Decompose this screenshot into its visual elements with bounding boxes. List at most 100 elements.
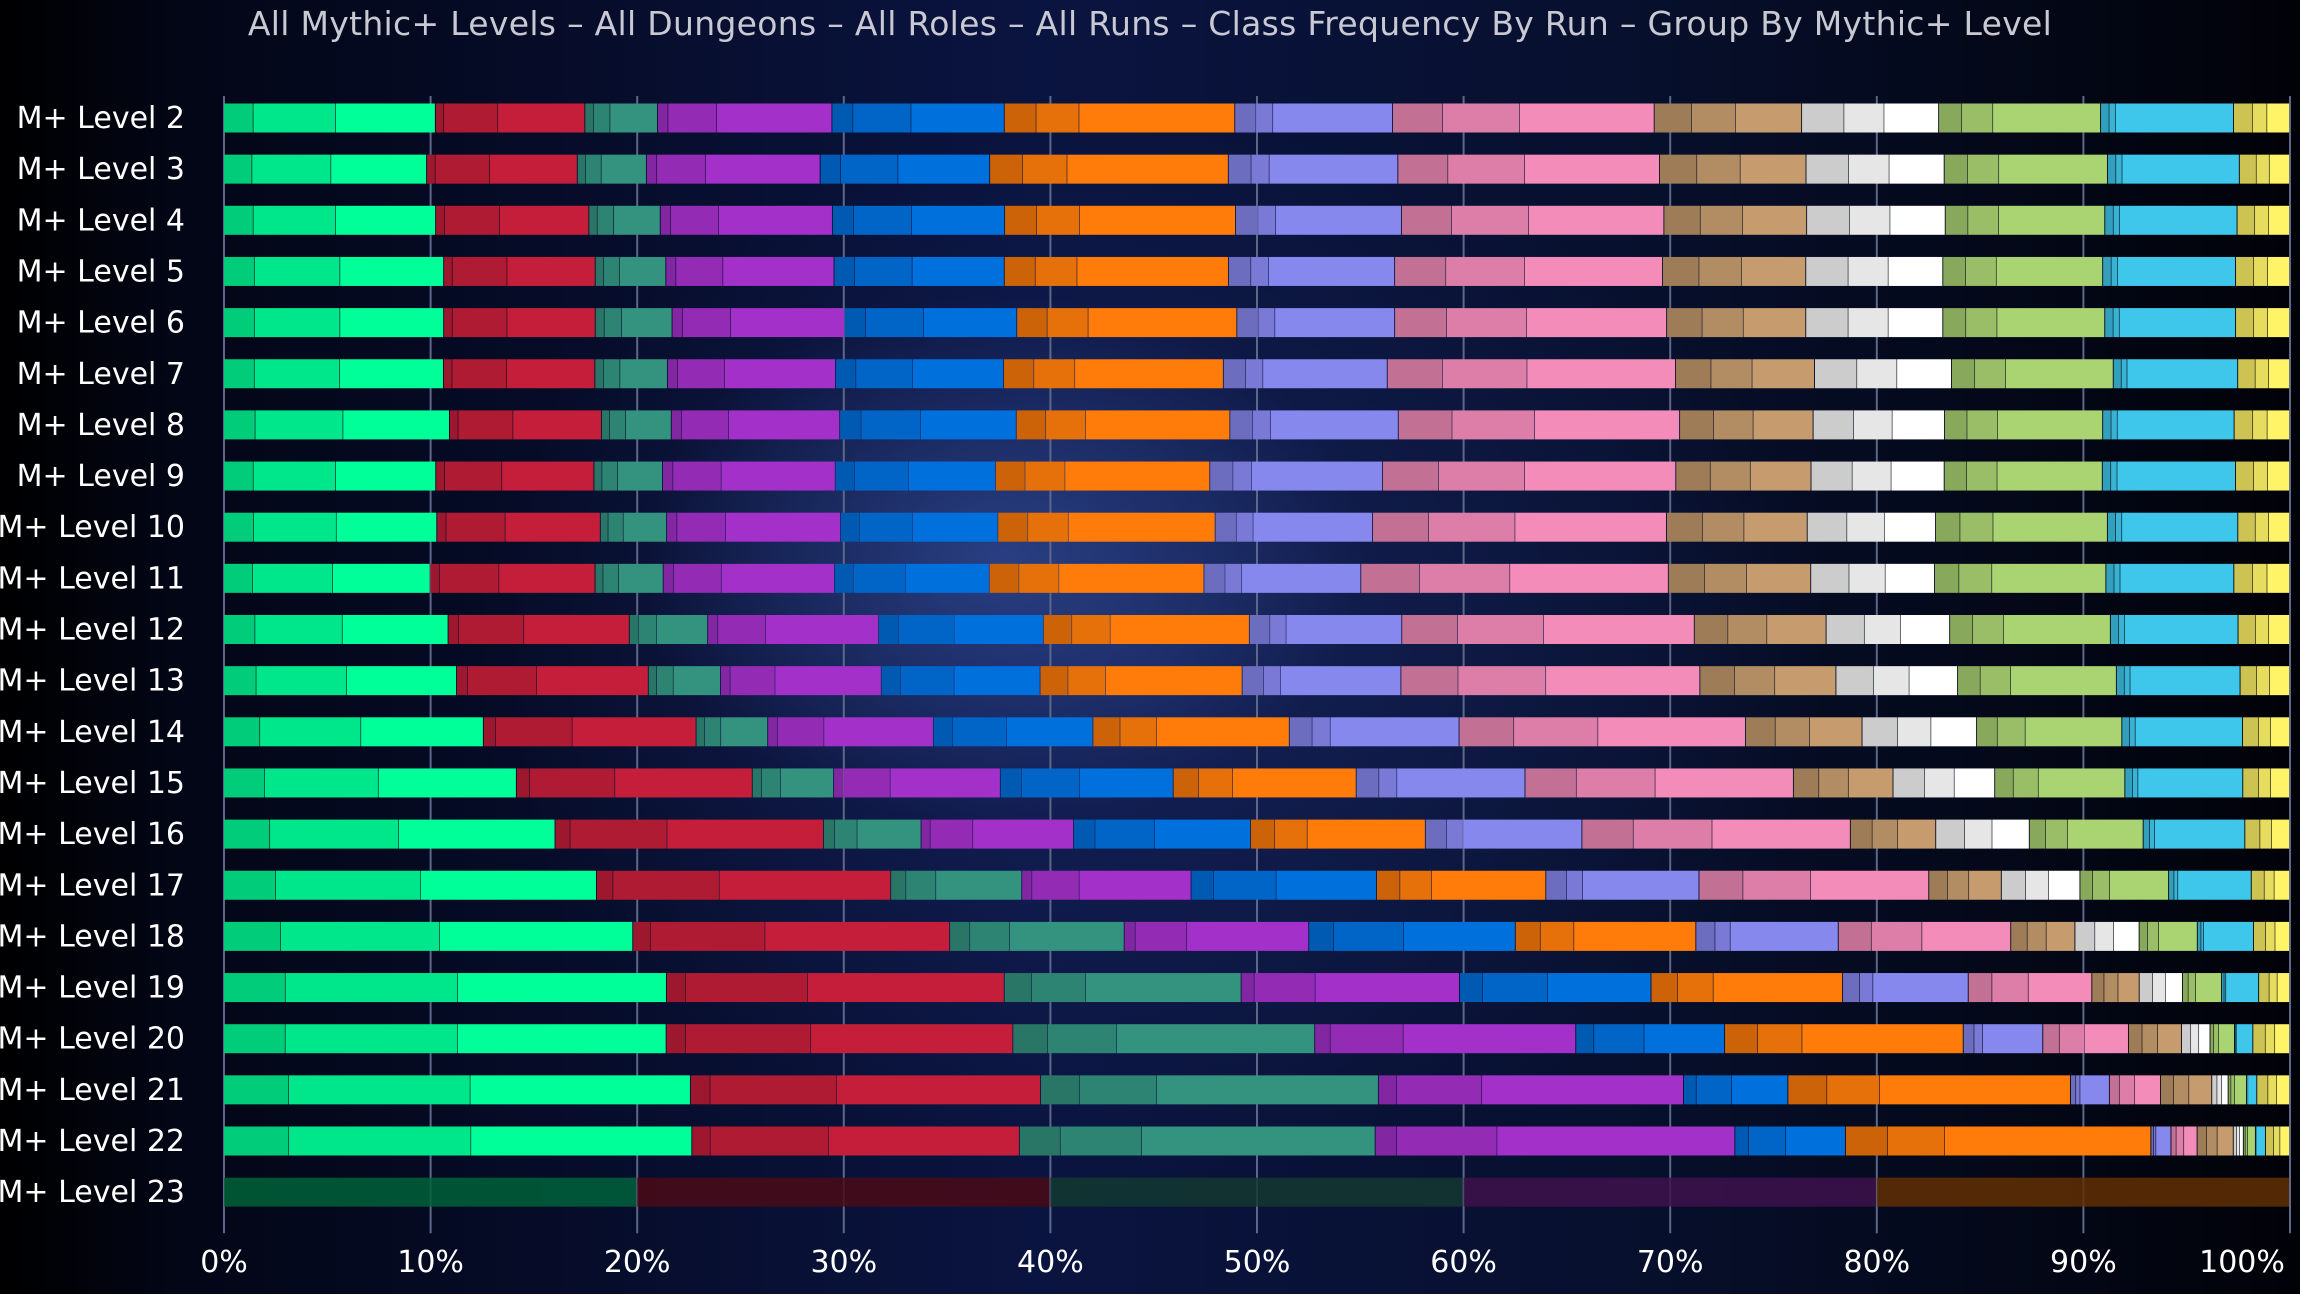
bar-subsegment	[2197, 921, 2201, 951]
bar-subsegment	[2212, 1075, 2217, 1105]
bar-subsegment	[721, 461, 835, 491]
bar-subsegment	[820, 154, 841, 184]
bar-subsegment	[840, 410, 861, 440]
bar-subsegment	[1775, 717, 1810, 747]
bar-subsegment	[1110, 615, 1249, 644]
bar-subsegment	[1330, 1024, 1403, 1054]
x-tick-label: 30%	[810, 1245, 877, 1280]
bar-subsegment	[724, 359, 836, 389]
bar-subsegment	[2025, 717, 2122, 747]
bar-subsegment	[905, 563, 989, 593]
bar-segment-hunter	[2210, 1024, 2235, 1054]
bar-subsegment	[1232, 768, 1356, 798]
bar-segment-warlock	[1696, 921, 1838, 951]
bar-subsegment	[1442, 103, 1520, 133]
bar-subsegment	[1713, 410, 1753, 440]
bar-subsegment	[2118, 615, 2125, 644]
bar-subsegment	[2070, 1075, 2076, 1105]
bar-segment-priest	[2075, 921, 2139, 951]
bar-subsegment	[1847, 512, 1885, 542]
x-tick-label: 80%	[1843, 1245, 1910, 1280]
bar-segment-death_knight	[555, 819, 823, 849]
bar-subsegment	[777, 717, 824, 747]
bar-subsegment	[2256, 154, 2269, 184]
bar-segment-druid	[1093, 717, 1289, 747]
bar-subsegment	[1397, 768, 1525, 798]
bar-subsegment	[1887, 1126, 1945, 1156]
bar-subsegment	[224, 921, 281, 951]
bar-segment-druid	[1040, 666, 1242, 696]
bar-subsegment	[1254, 973, 1315, 1003]
bar-subsegment	[663, 563, 674, 593]
bar-subsegment	[1361, 563, 1420, 593]
bar-segment-demon_hunter	[708, 615, 879, 644]
bar-subsegment	[1307, 819, 1425, 849]
bar-segment-death_knight	[448, 615, 629, 644]
bar-segment-warrior	[1745, 717, 1862, 747]
bar-subsegment	[2258, 768, 2271, 798]
bar-subsegment	[1683, 1075, 1696, 1105]
bar-subsegment	[1850, 819, 1872, 849]
bar-subsegment	[2245, 1126, 2248, 1156]
bar-subsegment	[911, 205, 1005, 235]
bar-subsegment	[1712, 819, 1850, 849]
bar-subsegment	[1442, 359, 1527, 389]
bar-subsegment	[1524, 461, 1676, 491]
bar-subsegment	[1936, 819, 1965, 849]
bar-subsegment	[1524, 256, 1663, 286]
bar-subsegment	[1204, 563, 1225, 593]
bar-subsegment	[1943, 256, 1966, 286]
bar-subsegment	[2154, 819, 2245, 849]
bar-subsegment	[2124, 666, 2130, 696]
bar-segment-rogue	[2243, 768, 2290, 798]
bar-subsegment	[436, 461, 445, 491]
bar-subsegment	[891, 870, 906, 900]
bar-subsegment	[456, 666, 468, 696]
bar-subsegment	[765, 615, 879, 644]
bar-segment-warlock	[1242, 666, 1401, 696]
bar-subsegment	[2158, 1024, 2182, 1054]
bar-subsegment	[335, 205, 436, 235]
bar-subsegment	[1845, 1126, 1888, 1156]
bar-subsegment	[2120, 563, 2234, 593]
bar-subsegment	[1944, 154, 1968, 184]
bar-segment-paladin	[1699, 870, 1929, 900]
bar-subsegment	[622, 308, 672, 338]
bar-subsegment	[2255, 512, 2269, 542]
bar-subsegment	[1251, 461, 1382, 491]
bar-subsegment	[1309, 921, 1334, 951]
bar-subsegment	[1700, 666, 1735, 696]
bar-subsegment	[483, 717, 496, 747]
bar-segment-priest	[1806, 308, 1943, 338]
bar-subsegment	[224, 666, 256, 696]
bar-subsegment	[2242, 717, 2259, 747]
bar-subsegment	[1210, 461, 1233, 491]
bar-subsegment	[378, 768, 516, 798]
bar-subsegment	[2113, 921, 2139, 951]
bar-subsegment	[2269, 615, 2290, 644]
bar-subsegment	[1843, 973, 1860, 1003]
bar-subsegment	[1666, 512, 1702, 542]
bar-subsegment	[2240, 666, 2257, 696]
bar-subsegment	[854, 256, 912, 286]
bar-subsegment	[1116, 1024, 1315, 1054]
bar-subsegment	[682, 308, 731, 338]
bar-subsegment	[1446, 308, 1527, 338]
bar-subsegment	[2109, 103, 2115, 133]
bar-subsegment	[452, 308, 507, 338]
bar-segment-shaman	[834, 256, 1004, 286]
bar-subsegment	[2084, 1024, 2128, 1054]
bar-subsegment	[499, 563, 595, 593]
bar-segment-evoker	[1019, 1126, 1375, 1156]
bar-segment-hunter	[1944, 154, 2107, 184]
bar-segment-hunter	[2182, 973, 2222, 1003]
bar-subsegment	[2113, 308, 2119, 338]
bar-subsegment	[1807, 205, 1850, 235]
bar-subsegment	[2119, 308, 2236, 338]
bar-subsegment	[865, 308, 924, 338]
bar-subsegment	[595, 563, 603, 593]
bar-subsegment	[2139, 973, 2153, 1003]
bar-subsegment	[2243, 768, 2259, 798]
bar-subsegment	[2154, 1126, 2156, 1156]
bar-subsegment	[1740, 154, 1806, 184]
